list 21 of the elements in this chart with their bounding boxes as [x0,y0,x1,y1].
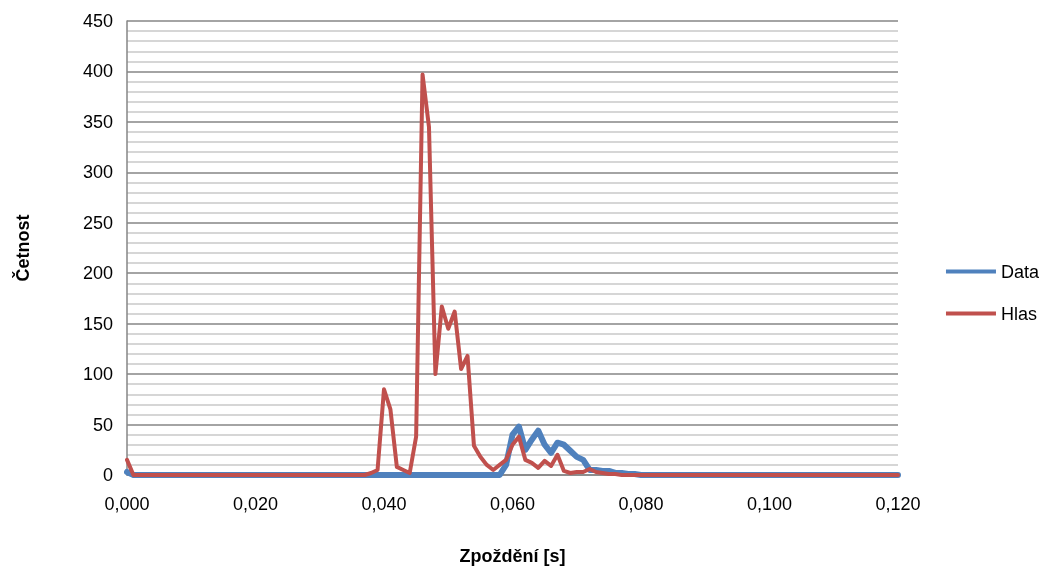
x-tick-label: 0,020 [232,494,279,514]
x-tick-label: 0,060 [489,494,536,514]
y-tick-label: 250 [82,212,113,233]
y-tick-label: 450 [82,11,113,31]
legend-label: Data [1000,261,1040,282]
y-tick-label: 400 [82,61,113,82]
x-tick-label: 0,040 [361,494,407,514]
x-axis-title: Zpoždění [s] [459,546,566,566]
x-tick-label: 0,100 [746,494,793,514]
y-tick-label: 50 [92,414,113,435]
y-tick-label: 200 [82,263,113,284]
y-tick-label: 0 [102,465,113,485]
y-axis-title: Četnost [12,214,33,282]
legend-label: Hlas [1000,303,1037,324]
y-tick-label: 100 [82,364,113,385]
x-tick-label: 0,080 [618,494,664,514]
y-tick-label: 300 [82,162,113,183]
y-tick-label: 150 [82,313,113,334]
x-tick-label: 0,120 [875,494,921,514]
x-tick-label: 0,000 [104,494,150,514]
y-tick-label: 350 [82,111,113,132]
